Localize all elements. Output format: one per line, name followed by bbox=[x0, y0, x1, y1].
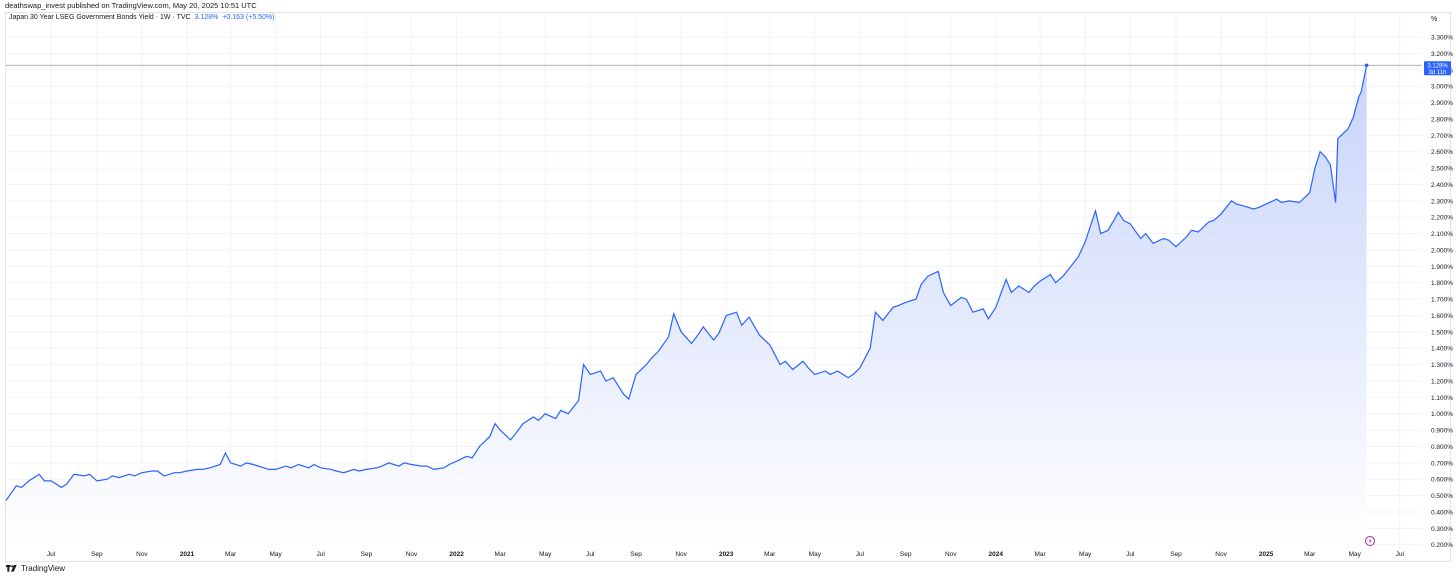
legend-value: 3.128% bbox=[194, 14, 219, 21]
y-tick-label: 1.000% bbox=[1431, 411, 1453, 418]
x-tick-label: Nov bbox=[945, 551, 957, 558]
y-axis: 0.200% 0.300% 0.400% 0.500% 0.600% 0.700% 0.80… bbox=[1431, 16, 1453, 549]
y-tick-label: 2.400% bbox=[1431, 182, 1453, 189]
last-price-countdown: 3d 11h bbox=[1429, 70, 1447, 76]
x-tick-label: Sep bbox=[1170, 551, 1182, 558]
x-tick-label: Mar bbox=[225, 551, 237, 558]
y-tick-label: 0.500% bbox=[1431, 493, 1453, 500]
y-tick-label: 2.100% bbox=[1431, 231, 1453, 238]
y-tick-label: 2.300% bbox=[1431, 198, 1453, 205]
legend-symbol: Japan 30 Year LSEG Government Bonds Yiel… bbox=[9, 14, 191, 21]
x-tick-label: Jul bbox=[586, 551, 595, 558]
y-tick-label: 0.200% bbox=[1431, 542, 1453, 549]
y-tick-label: 2.700% bbox=[1431, 133, 1453, 140]
x-tick-label: Jul bbox=[317, 551, 326, 558]
y-tick-label: 1.500% bbox=[1431, 329, 1453, 336]
legend-change: +0.163 (+5.50%) bbox=[222, 14, 275, 21]
y-tick-label: 2.200% bbox=[1431, 215, 1453, 222]
y-tick-label: 1.700% bbox=[1431, 297, 1453, 304]
x-tick-label: May bbox=[539, 551, 552, 558]
y-tick-label: 0.400% bbox=[1431, 509, 1453, 516]
y-tick-label: 2.900% bbox=[1431, 100, 1453, 107]
y-tick-label: 1.900% bbox=[1431, 264, 1453, 271]
x-tick-label: Nov bbox=[406, 551, 418, 558]
x-tick-label: Jul bbox=[1396, 551, 1405, 558]
chart-frame bbox=[5, 12, 1451, 562]
y-tick-label: 0.600% bbox=[1431, 477, 1453, 484]
chart-legend: Japan 30 Year LSEG Government Bonds Yiel… bbox=[9, 14, 275, 21]
x-axis: Jul Sep Nov 2021 Mar May Jul Sep Nov 2022 Mar May Ju… bbox=[47, 551, 1405, 558]
x-tick-label: Sep bbox=[91, 551, 103, 558]
x-tick-label: 2023 bbox=[719, 551, 734, 558]
x-tick-label: May bbox=[1079, 551, 1092, 558]
y-tick-label: 1.300% bbox=[1431, 362, 1453, 369]
y-tick-label: 0.900% bbox=[1431, 428, 1453, 435]
x-tick-label: Jul bbox=[47, 551, 56, 558]
y-tick-label: 3.000% bbox=[1431, 84, 1453, 91]
x-tick-label: May bbox=[1349, 551, 1362, 558]
x-tick-label: Mar bbox=[1304, 551, 1316, 558]
publisher-info: deathswap_invest published on TradingVie… bbox=[5, 1, 257, 10]
x-tick-label: Nov bbox=[675, 551, 687, 558]
y-tick-label: 3.300% bbox=[1431, 35, 1453, 42]
y-tick-label: 1.100% bbox=[1431, 395, 1453, 402]
footer: TradingView bbox=[6, 564, 65, 573]
x-tick-label: 2022 bbox=[449, 551, 464, 558]
x-tick-label: Jul bbox=[1126, 551, 1135, 558]
series-line bbox=[5, 65, 1368, 501]
y-tick-label: 1.600% bbox=[1431, 313, 1453, 320]
y-tick-label: 2.000% bbox=[1431, 247, 1453, 254]
last-price-label: 3.128%3d 11h bbox=[1424, 61, 1451, 76]
x-tick-label: 2021 bbox=[180, 551, 195, 558]
x-tick-label: 2025 bbox=[1259, 551, 1274, 558]
last-point-marker bbox=[1364, 63, 1369, 68]
x-tick-label: Mar bbox=[764, 551, 776, 558]
y-tick-label: 1.800% bbox=[1431, 280, 1453, 287]
tradingview-logo-icon bbox=[6, 564, 17, 572]
y-tick-label: 2.600% bbox=[1431, 149, 1453, 156]
y-tick-label: 2.500% bbox=[1431, 166, 1453, 173]
x-tick-label: Nov bbox=[136, 551, 148, 558]
y-tick-label: 1.400% bbox=[1431, 346, 1453, 353]
y-tick-label: 0.700% bbox=[1431, 460, 1453, 467]
y-tick-label: 2.800% bbox=[1431, 116, 1453, 123]
x-tick-label: 2024 bbox=[989, 551, 1004, 558]
x-tick-label: Mar bbox=[1035, 551, 1047, 558]
x-tick-label: Nov bbox=[1215, 551, 1227, 558]
area-fill bbox=[6, 65, 1367, 549]
x-tick-label: Sep bbox=[361, 551, 373, 558]
x-tick-label: May bbox=[809, 551, 822, 558]
x-tick-label: Mar bbox=[495, 551, 507, 558]
x-tick-label: May bbox=[269, 551, 282, 558]
x-tick-label: Jul bbox=[856, 551, 865, 558]
x-tick-label: Sep bbox=[900, 551, 912, 558]
x-tick-label: Sep bbox=[630, 551, 642, 558]
y-tick-label: 0.800% bbox=[1431, 444, 1453, 451]
last-price-value: 3.128% bbox=[1427, 63, 1448, 69]
y-tick-label: 0.300% bbox=[1431, 526, 1453, 533]
footer-brand: TradingView bbox=[21, 564, 66, 573]
y-unit-label: % bbox=[1431, 16, 1437, 23]
y-tick-label: 3.200% bbox=[1431, 51, 1453, 58]
event-marker-icon[interactable] bbox=[1365, 536, 1375, 546]
y-tick-label: 1.200% bbox=[1431, 378, 1453, 385]
last-price-badge bbox=[1424, 61, 1451, 76]
